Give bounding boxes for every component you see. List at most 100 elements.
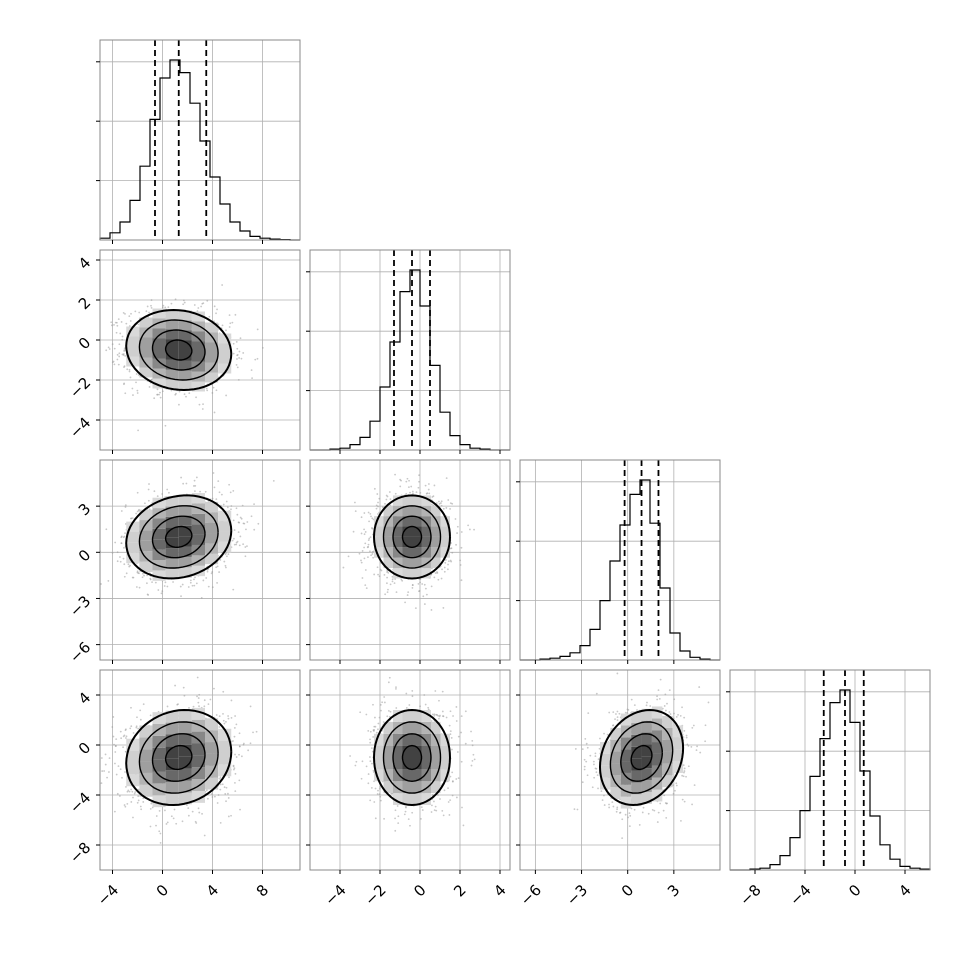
- scatter-point: [690, 745, 693, 748]
- x-ticks-2-2: [534, 660, 675, 664]
- density-cell: [402, 495, 412, 506]
- contour-line: [401, 525, 423, 549]
- pair-panel-0-1: 420−2−4: [66, 249, 301, 451]
- scatter-point: [419, 491, 422, 494]
- scatter-point: [630, 698, 633, 701]
- scatter-point: [438, 500, 440, 503]
- scatter-point: [573, 808, 576, 811]
- scatter-point: [132, 394, 134, 396]
- scatter-point: [181, 583, 184, 586]
- density-cell: [165, 558, 179, 569]
- scatter-point: [213, 486, 216, 489]
- scatter-point: [361, 760, 364, 763]
- scatter-point: [396, 805, 399, 807]
- scatter-point: [192, 705, 195, 708]
- scatter-point: [225, 720, 227, 723]
- scatter-point: [683, 716, 686, 719]
- scatter-point: [139, 718, 142, 721]
- density-cell: [421, 495, 431, 506]
- scatter-point: [253, 528, 256, 531]
- scatter-point: [404, 805, 407, 808]
- scatter-point: [460, 760, 463, 763]
- scatter-point: [369, 741, 372, 744]
- scatter-point: [223, 722, 226, 725]
- scatter-point: [118, 355, 121, 358]
- scatter-point: [379, 568, 382, 571]
- scatter-point: [371, 517, 374, 520]
- scatter-point: [123, 546, 125, 549]
- scatter-point: [436, 571, 438, 573]
- scatter-point: [370, 515, 372, 518]
- contour-line: [125, 308, 233, 392]
- density-cell: [374, 536, 384, 548]
- scatter-point: [656, 695, 658, 698]
- scatter-point: [137, 572, 140, 574]
- scatter-point: [138, 586, 141, 589]
- panel-frame: [309, 249, 511, 451]
- scatter-point: [133, 792, 136, 795]
- scatter-point: [438, 715, 441, 718]
- scatter-point: [386, 715, 389, 718]
- density-cell: [412, 721, 422, 734]
- scatter-point: [442, 607, 445, 609]
- density-cell: [191, 341, 205, 352]
- scatter-point: [434, 805, 437, 808]
- scatter-point: [586, 746, 589, 749]
- scatter-point: [232, 342, 235, 345]
- scatter-point: [121, 338, 124, 341]
- scatter-point: [595, 692, 598, 695]
- density-cell: [631, 723, 642, 735]
- scatter-point: [164, 581, 167, 584]
- density-cell: [383, 526, 393, 537]
- scatter-point: [471, 759, 474, 762]
- density-cell: [421, 710, 431, 722]
- density-cell: [402, 733, 412, 746]
- contour-line: [138, 721, 219, 794]
- scatter-point: [197, 697, 200, 699]
- scatter-point: [118, 352, 121, 355]
- scatter-point: [663, 794, 666, 797]
- scatter-point: [235, 363, 238, 366]
- scatter-point: [384, 593, 387, 596]
- scatter-point: [123, 383, 125, 386]
- scatter-point: [112, 716, 115, 718]
- density-cell: [440, 516, 450, 527]
- scatter-point: [682, 764, 685, 767]
- density-cell: [402, 745, 412, 758]
- scatter-point: [449, 559, 452, 562]
- scatter-point: [656, 698, 659, 701]
- density-cell: [152, 348, 166, 359]
- density-cell: [205, 718, 219, 731]
- density-cell: [165, 758, 179, 771]
- density-cell: [402, 793, 412, 805]
- scatter-point: [141, 576, 144, 579]
- density-cell: [431, 516, 441, 527]
- scatter-point: [202, 403, 204, 405]
- scatter-point: [405, 706, 408, 709]
- scatter-point: [225, 552, 228, 554]
- density-cell: [672, 725, 684, 738]
- scatter-point: [154, 581, 157, 584]
- scatter-point: [239, 535, 242, 538]
- scatter-point: [210, 793, 213, 795]
- scatter-point: [231, 321, 234, 324]
- scatter-point: [447, 801, 450, 803]
- scatter-point: [377, 513, 379, 515]
- scatter-point: [360, 559, 362, 562]
- scatter-point: [178, 390, 181, 393]
- scatter-point: [137, 429, 139, 432]
- scatter-point: [401, 579, 404, 582]
- scatter-point: [232, 740, 234, 742]
- scatter-point: [633, 704, 636, 707]
- scatter-point: [233, 735, 236, 738]
- scatter-point: [415, 491, 418, 494]
- scatter-point: [586, 774, 589, 777]
- scatter-point: [193, 479, 196, 482]
- scatter-point: [427, 483, 430, 485]
- density-cell: [139, 530, 153, 541]
- scatter-point: [196, 695, 198, 698]
- density-cell: [440, 745, 450, 758]
- scatter-point: [424, 484, 427, 487]
- scatter-point: [166, 821, 169, 824]
- density-cell: [205, 753, 219, 766]
